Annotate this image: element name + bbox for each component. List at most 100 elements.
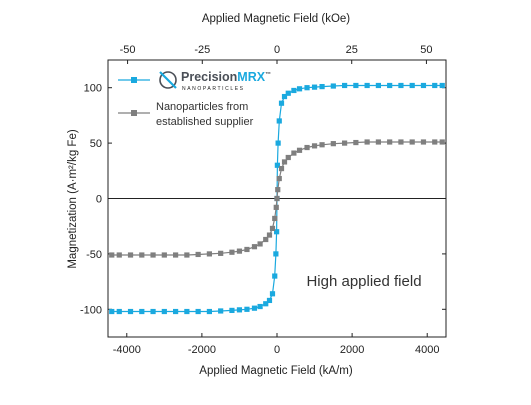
data-point-supplier	[269, 225, 276, 232]
data-point-precision	[273, 251, 279, 257]
data-point-precision	[127, 308, 134, 315]
data-point-precision	[116, 308, 122, 315]
data-point-supplier	[311, 143, 318, 149]
data-point-precision	[420, 82, 427, 89]
logo-emblem-icon	[159, 71, 177, 89]
legend-marker-precision	[118, 77, 150, 83]
y-tick-label: -100	[80, 304, 102, 316]
data-point-supplier	[161, 252, 167, 258]
y-tick-label: 100	[84, 83, 102, 95]
data-point-supplier	[257, 241, 263, 247]
legend-marker-supplier	[118, 110, 150, 116]
data-point-precision	[304, 85, 310, 91]
axes-layer: -4000 -2000 0 2000 4000 -50 -25 0 25 50 -100 -50 0 50…	[80, 44, 447, 356]
svg-text:PrecisionMRX™: PrecisionMRX™	[181, 70, 271, 84]
data-point-supplier	[342, 140, 348, 146]
legend-label-supplier-line1: Nanoparticles from	[156, 101, 248, 113]
data-point-supplier	[263, 236, 269, 243]
x2-tick-label: 0	[274, 44, 280, 56]
data-point-supplier	[432, 139, 438, 145]
data-point-precision	[272, 273, 278, 279]
data-point-precision	[398, 82, 404, 89]
data-point-precision	[330, 83, 336, 89]
data-point-supplier	[251, 244, 258, 250]
data-point-supplier	[244, 246, 250, 253]
data-point-supplier	[304, 144, 310, 151]
data-point-supplier	[375, 139, 381, 145]
data-point-precision	[311, 84, 318, 90]
data-point-precision	[218, 308, 224, 314]
data-point-precision	[109, 308, 115, 315]
data-point-precision	[387, 82, 393, 89]
legend-label-supplier-line2: established supplier	[156, 116, 254, 128]
data-point-supplier	[330, 141, 336, 147]
data-point-supplier	[206, 251, 212, 257]
x-tick-label: -4000	[113, 344, 141, 356]
x-tick-label: 2000	[340, 344, 364, 356]
data-point-supplier	[173, 252, 179, 258]
data-point-supplier	[116, 252, 122, 258]
data-point-precision	[229, 307, 235, 314]
logo-tagline: NANOPARTICLES	[182, 86, 245, 92]
data-point-precision	[281, 93, 288, 100]
data-point-precision	[342, 82, 348, 89]
data-point-supplier	[274, 195, 280, 202]
data-point-supplier	[319, 142, 325, 148]
data-point-supplier	[281, 159, 288, 165]
data-point-supplier	[364, 139, 370, 145]
data-point-supplier	[236, 248, 243, 254]
data-point-precision	[206, 308, 212, 315]
data-point-precision	[257, 303, 263, 310]
data-point-precision	[409, 82, 415, 89]
logo-brand: Precision	[181, 70, 237, 84]
data-point-supplier	[387, 139, 393, 145]
data-point-supplier	[229, 249, 235, 255]
data-point-precision	[319, 83, 325, 90]
data-point-precision	[432, 82, 438, 89]
y-tick-label: 0	[96, 194, 102, 206]
logo-brand-accent: MRX	[237, 70, 265, 84]
x2-tick-label: 25	[346, 44, 358, 56]
data-point-precision	[375, 82, 381, 89]
x-axis-title: Applied Magnetic Field (kA/m)	[199, 365, 353, 377]
data-point-supplier	[266, 232, 273, 238]
data-point-supplier	[276, 175, 282, 182]
data-point-supplier	[139, 252, 145, 258]
data-point-precision	[274, 229, 280, 235]
data-point-supplier	[272, 215, 278, 222]
data-point-supplier	[398, 139, 404, 145]
data-point-precision	[263, 301, 269, 307]
y-tick-label: 50	[90, 138, 102, 150]
x2-tick-label: 50	[420, 44, 432, 56]
data-point-precision	[139, 308, 145, 315]
data-point-supplier	[184, 252, 190, 258]
data-point-supplier	[127, 252, 134, 258]
data-point-supplier	[420, 139, 427, 145]
data-point-precision	[274, 162, 280, 168]
data-point-supplier	[218, 250, 224, 256]
y-axis-title: Magnetization (A·m²/kg Fe)	[67, 129, 79, 268]
data-point-supplier	[275, 187, 281, 193]
x2-axis-title: Applied Magnetic Field (kOe)	[202, 13, 350, 25]
high-field-annotation: High applied field	[306, 273, 421, 290]
data-point-precision	[353, 82, 359, 89]
x-tick-label: 4000	[415, 344, 439, 356]
data-point-supplier	[296, 147, 303, 153]
data-point-supplier	[150, 252, 156, 258]
legend: PrecisionMRX™ NANOPARTICLES Nanoparticle…	[118, 70, 271, 128]
data-point-precision	[161, 308, 167, 315]
x2-tick-label: -50	[120, 44, 136, 56]
data-point-precision	[269, 291, 276, 297]
data-point-supplier	[195, 251, 201, 258]
data-point-precision	[266, 297, 273, 304]
data-point-precision	[296, 86, 303, 92]
data-point-precision	[439, 82, 445, 89]
data-point-precision	[236, 307, 243, 313]
marks-layer	[109, 82, 445, 315]
data-point-precision	[278, 100, 285, 106]
data-point-precision	[251, 305, 258, 311]
x-tick-label: 0	[274, 344, 280, 356]
data-point-precision	[184, 308, 190, 315]
